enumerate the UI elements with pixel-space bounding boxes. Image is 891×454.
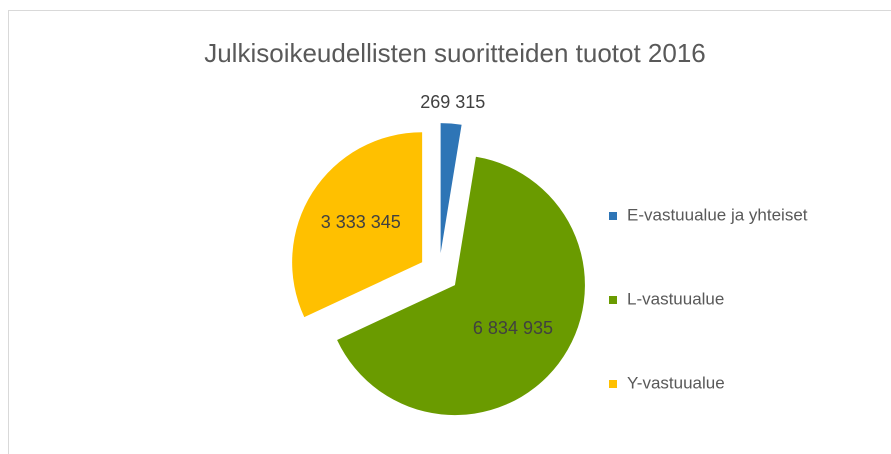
chart-title: Julkisoikeudellisten suoritteiden tuotot…	[204, 38, 706, 68]
pie-slice	[292, 132, 423, 318]
data-label: 3 333 345	[321, 212, 401, 232]
legend-label: Y-vastuualue	[627, 373, 725, 392]
legend-swatch	[609, 296, 617, 304]
legend-label: E-vastuualue ja yhteiset	[627, 205, 808, 224]
data-label: 6 834 935	[473, 318, 553, 338]
legend-label: L-vastuualue	[627, 289, 724, 308]
pie-slice	[440, 123, 462, 254]
data-label: 269 315	[420, 92, 485, 112]
legend-swatch	[609, 380, 617, 388]
legend-swatch	[609, 212, 617, 220]
pie-slice	[337, 156, 585, 416]
